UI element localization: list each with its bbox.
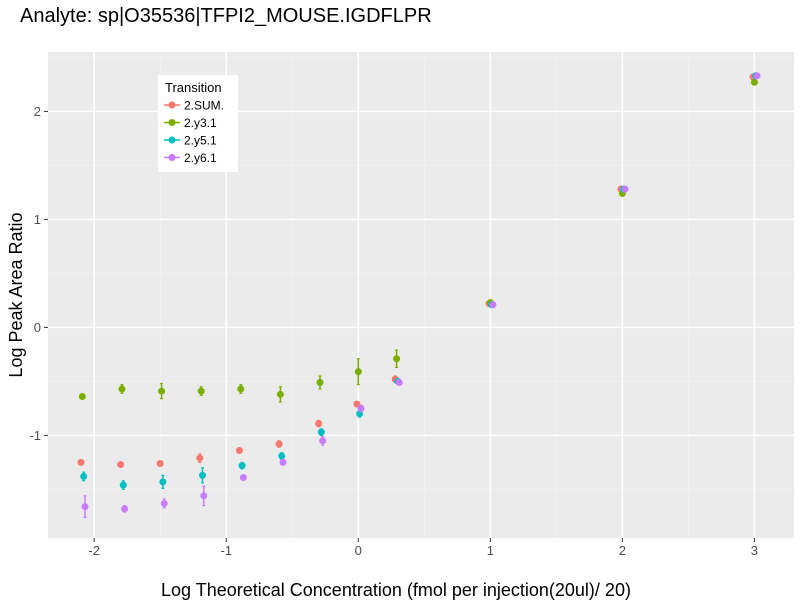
legend-key-point <box>168 101 176 109</box>
data-point <box>316 378 324 386</box>
data-point <box>276 390 284 398</box>
y-tick-label: -1 <box>29 428 41 443</box>
legend-label: 2.y3.1 <box>184 116 217 130</box>
data-point <box>158 387 166 395</box>
data-point <box>81 503 89 511</box>
data-point <box>621 185 629 193</box>
data-point <box>753 72 761 80</box>
data-point <box>117 461 125 469</box>
data-point <box>279 458 287 466</box>
data-point <box>121 505 129 513</box>
x-axis-title: Log Theoretical Concentration (fmol per … <box>161 580 631 600</box>
legend-key-point <box>168 154 176 161</box>
x-axis: -2 -1 0 1 2 3 <box>88 538 758 558</box>
y-tick-label: 0 <box>34 320 41 335</box>
legend: Transition 2.SUM. 2.y3.1 2.y5.1 2.y6.1 <box>158 75 238 172</box>
data-point <box>750 78 758 86</box>
chart-title: Analyte: sp|O35536|TFPI2_MOUSE.IGDFLPR <box>20 5 432 27</box>
data-point <box>118 385 126 393</box>
x-tick-label: 3 <box>751 543 758 558</box>
data-point <box>275 440 283 448</box>
data-point <box>197 387 205 395</box>
data-point <box>319 437 327 445</box>
legend-label: 2.y5.1 <box>184 134 217 148</box>
data-point <box>159 478 167 486</box>
data-point <box>317 428 325 436</box>
legend-key-point <box>168 119 176 126</box>
data-point <box>393 355 401 363</box>
legend-label: 2.SUM. <box>184 99 224 113</box>
data-point <box>315 420 323 428</box>
x-tick-label: -2 <box>88 543 100 558</box>
x-tick-label: 1 <box>487 543 494 558</box>
data-point <box>489 301 497 309</box>
y-tick-label: 2 <box>34 104 41 119</box>
legend-key-point <box>168 136 176 144</box>
data-point <box>119 481 127 489</box>
data-marks <box>77 72 761 519</box>
y-tick-label: 1 <box>34 212 41 227</box>
x-tick-label: 2 <box>619 543 626 558</box>
data-point <box>160 499 168 507</box>
legend-items: 2.SUM. 2.y3.1 2.y5.1 2.y6.1 <box>164 99 224 165</box>
data-point <box>78 393 86 401</box>
x-tick-label: 0 <box>355 543 362 558</box>
data-point <box>354 368 362 376</box>
data-point <box>278 452 286 460</box>
data-point <box>357 404 365 412</box>
data-point <box>77 458 85 466</box>
grid-major <box>48 52 794 538</box>
data-point <box>239 474 247 482</box>
data-point <box>196 454 204 462</box>
data-point <box>80 472 88 480</box>
data-point <box>156 459 164 467</box>
y-axis: -1 0 1 2 <box>29 104 48 443</box>
data-point <box>200 492 208 500</box>
y-axis-title: Log Peak Area Ratio <box>6 212 26 377</box>
data-point <box>198 471 206 479</box>
data-point <box>238 462 246 470</box>
data-point <box>235 447 243 455</box>
legend-title: Transition <box>165 80 222 95</box>
data-point <box>395 378 403 386</box>
data-point <box>237 385 245 393</box>
x-tick-label: -1 <box>220 543 232 558</box>
legend-label: 2.y6.1 <box>184 151 217 165</box>
